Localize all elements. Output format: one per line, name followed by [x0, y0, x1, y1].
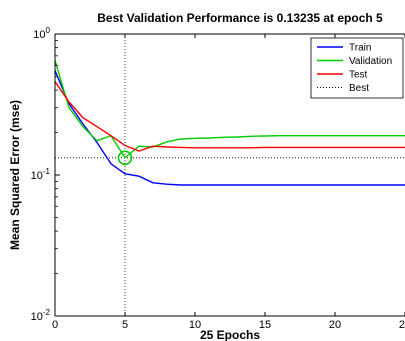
legend-box — [310, 37, 404, 99]
legend: Train Validation Test Best — [310, 37, 404, 99]
y-tick-label: 10-1 — [31, 167, 51, 182]
legend-label-validation: Validation — [349, 56, 392, 67]
legend-label-test: Test — [349, 70, 368, 81]
x-tick-label: 0 — [52, 319, 58, 331]
x-tick-label: 25 — [399, 319, 405, 331]
chart-title: Best Validation Performance is 0.13235 a… — [97, 11, 383, 25]
y-tick-label: 10-2 — [31, 308, 51, 323]
x-tick-label: 10 — [189, 319, 201, 331]
x-axis-label: 25 Epochs — [200, 328, 260, 341]
legend-label-best: Best — [349, 83, 369, 94]
best-marker — [117, 150, 133, 166]
series-line-test — [54, 81, 405, 152]
x-tick-label: 15 — [259, 319, 271, 331]
series-line-train — [54, 70, 405, 186]
legend-label-train: Train — [349, 43, 371, 54]
series-line-validation — [54, 60, 405, 159]
y-axis-label: Mean Squared Error (mse) — [8, 100, 22, 250]
x-tick-label: 20 — [329, 319, 341, 331]
y-tick-label: 100 — [33, 26, 50, 41]
x-tick-label: 5 — [122, 319, 128, 331]
